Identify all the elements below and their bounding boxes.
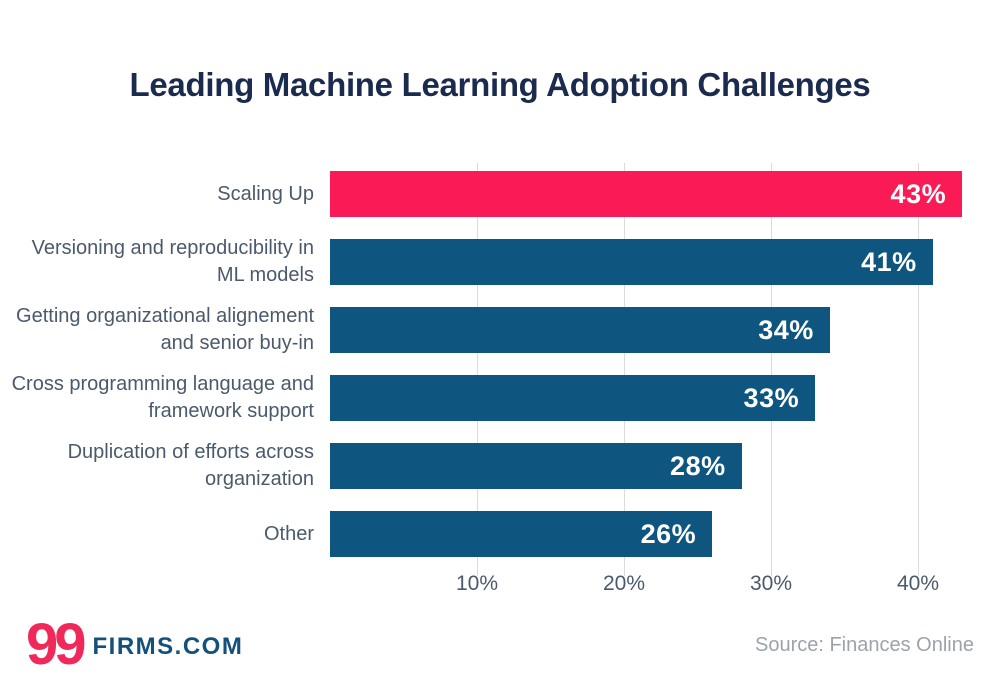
bar-chart: Scaling Up Versioning and reproducibility… [0,160,1000,576]
category-label: Getting organizational alignement and se… [16,305,314,354]
axis-tick-label: 40% [896,572,940,595]
axis-tick-label: 30% [749,572,793,595]
bar: 26% [330,511,713,557]
bar-row: 41% [330,228,980,296]
bar: 41% [330,239,933,285]
source-attribution: Source: Finances Online [754,633,974,656]
brand-logo: 99 FIRMS.COM [26,616,243,674]
bar-value-label: 41% [861,246,917,277]
gridline [918,163,919,576]
category-label: Versioning and reproducibility in ML mod… [31,237,314,286]
bar: 28% [330,443,742,489]
bar: 43% [330,171,963,217]
axis-tick-label: 10% [455,572,499,595]
chart-title: Leading Machine Learning Adoption Challe… [129,66,871,103]
bar-row: 26% [330,500,980,568]
logo-firms-text: FIRMS.COM [92,633,244,660]
bar-row: 43% [330,160,980,228]
footer: 99 FIRMS.COM Source: Finances Online [0,615,1000,675]
bar-value-label: 43% [890,178,947,209]
gridline [624,163,625,576]
category-label: Duplication of efforts across organizati… [67,441,314,490]
bar: 33% [330,375,816,421]
bar-row: 34% [330,296,980,364]
category-label: Scaling Up [217,182,314,205]
bar-value-label: 33% [743,382,800,413]
bar-value-label: 28% [670,450,726,481]
plot-area: 43% 41% 34% 33% 28% 26% [330,160,980,576]
logo-99-mark: 99 [26,612,86,677]
bar-row: 33% [330,364,980,432]
x-axis: 10% 20% 30% 40% [330,572,980,604]
bar-value-label: 26% [640,518,697,549]
bars-layer: 43% 41% 34% 33% 28% 26% [330,160,980,568]
bar: 34% [330,307,830,353]
category-labels-column: Scaling Up Versioning and reproducibility… [0,160,330,568]
axis-tick-label: 20% [602,572,646,595]
category-label: Other [263,522,314,545]
gridline [771,163,772,576]
bar-row: 28% [330,432,980,500]
bar-value-label: 34% [758,314,814,345]
category-label: Cross programming language and framework… [11,373,314,422]
gridline [477,163,478,576]
